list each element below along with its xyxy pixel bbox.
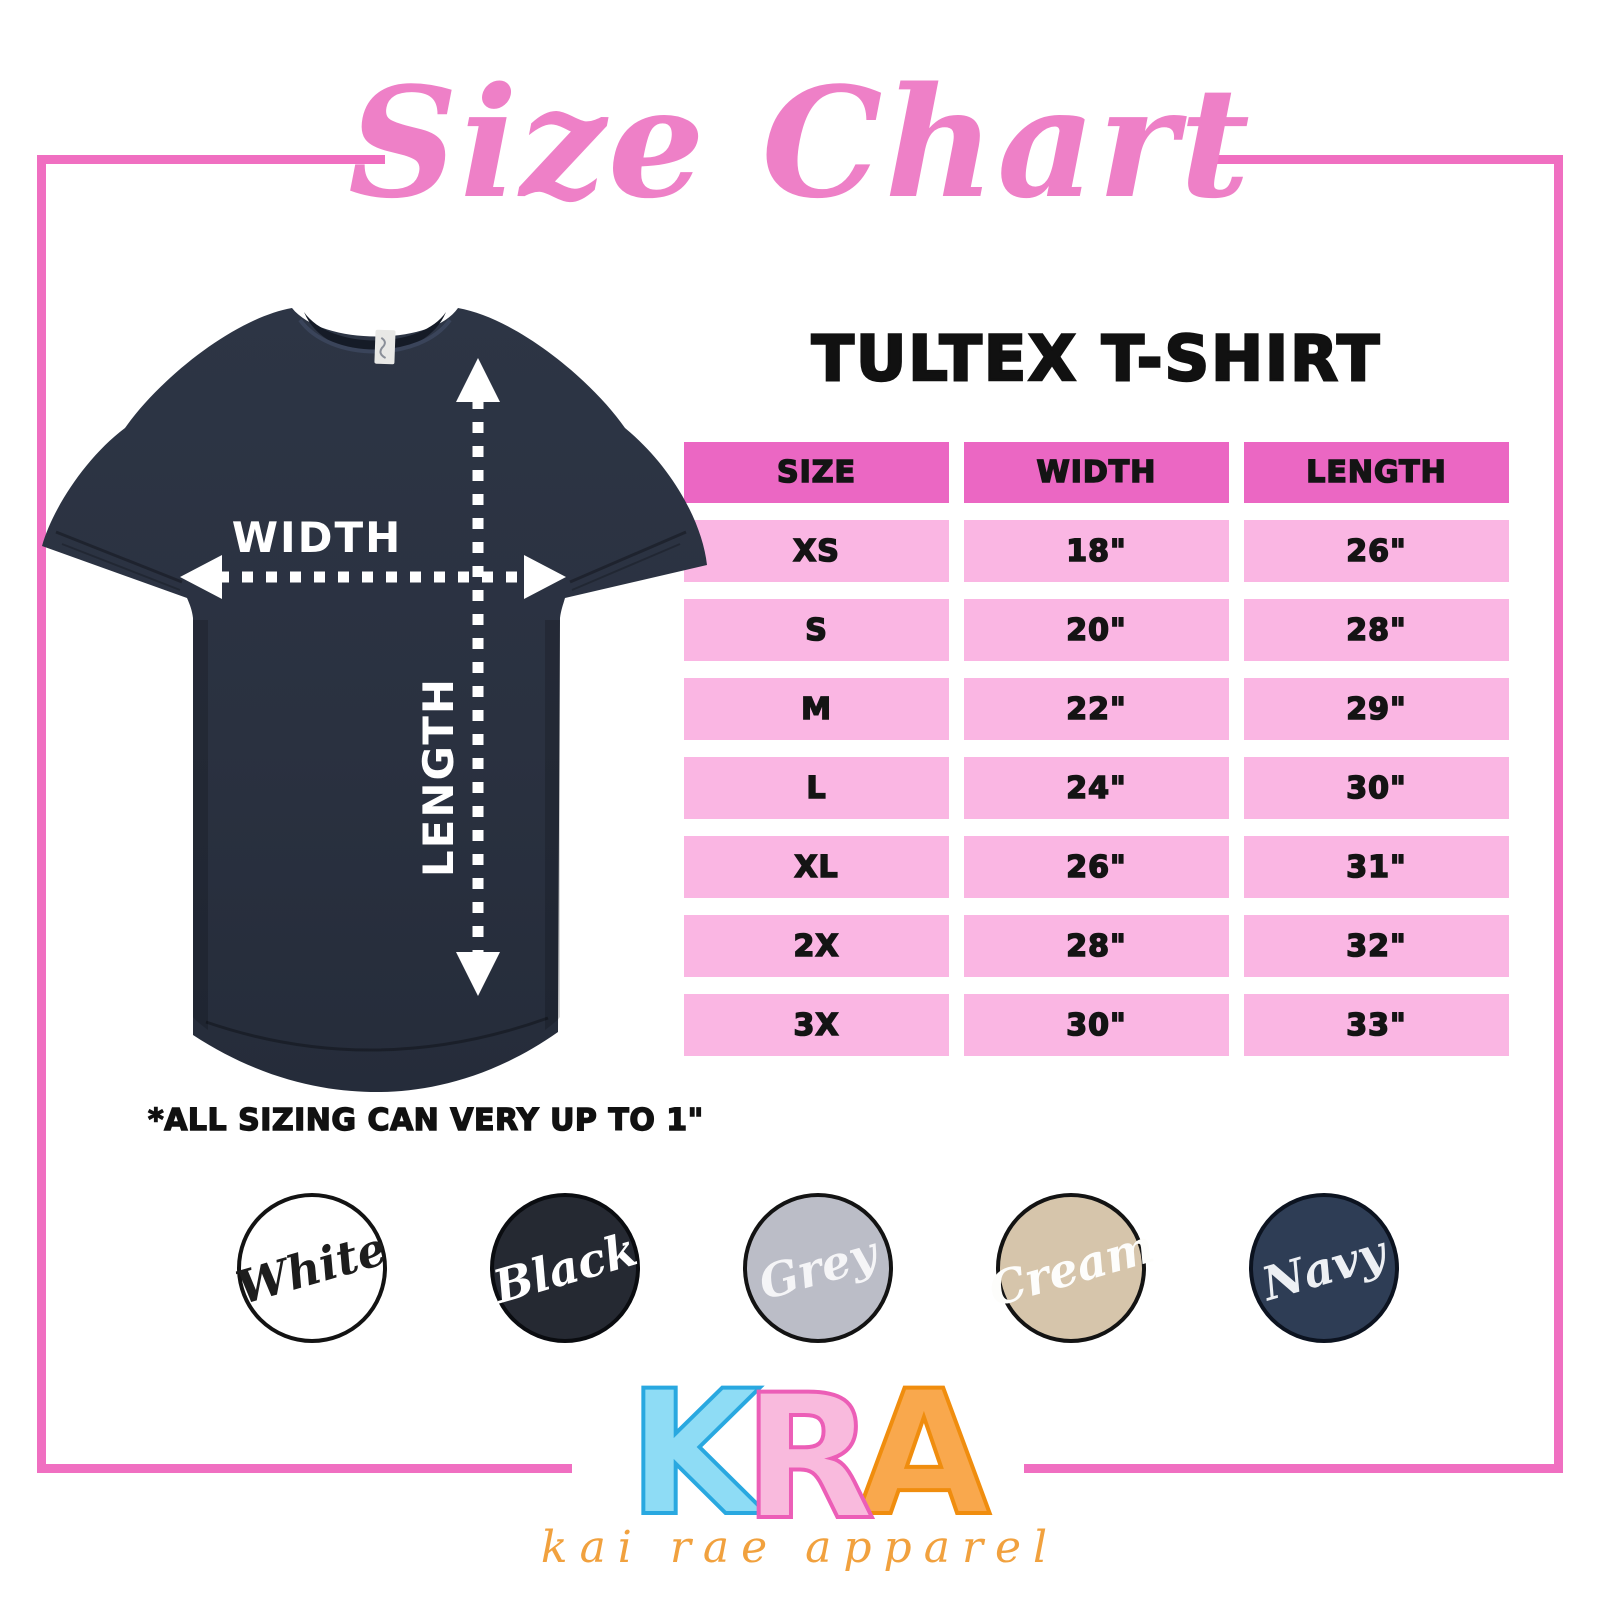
- table-cell: 32": [1244, 915, 1509, 977]
- table-cell: M: [684, 678, 949, 740]
- table-cell: 33": [1244, 994, 1509, 1056]
- table-cell: 2X: [684, 915, 949, 977]
- width-arrow-icon: [180, 555, 566, 599]
- collar-tag: [374, 329, 396, 365]
- sizing-note: *ALL SIZING CAN VERY UP TO 1": [147, 1102, 704, 1138]
- frame-gap-top: [385, 146, 1213, 174]
- page-title: Size Chart: [348, 53, 1252, 232]
- width-label: WIDTH: [232, 513, 403, 562]
- swatch-label: Black: [487, 1221, 643, 1315]
- column-header-width: WIDTH: [964, 442, 1229, 503]
- brand-tagline: kai rae apparel: [540, 1522, 1060, 1573]
- logo-letter-a: A: [855, 1353, 992, 1554]
- tshirt-measurement-diagram: WIDTH LENGTH: [30, 280, 710, 1100]
- table-cell: 30": [1244, 757, 1509, 819]
- table-cell: 3X: [684, 994, 949, 1056]
- table-cell: 22": [964, 678, 1229, 740]
- tshirt-body: [42, 308, 707, 1092]
- table-cell: 26": [964, 836, 1229, 898]
- table-cell: 20": [964, 599, 1229, 661]
- column-header-size: SIZE: [684, 442, 949, 503]
- table-cell: 18": [964, 520, 1229, 582]
- swatch-label: Grey: [753, 1225, 883, 1311]
- frame-gap-bottom: [572, 1462, 1024, 1490]
- size-table: SIZE WIDTH LENGTH XS 18" 26" S 20" 28" M…: [684, 442, 1509, 1056]
- color-swatch-white: White: [231, 1193, 393, 1343]
- product-heading: TULTEX T-SHIRT: [810, 321, 1382, 397]
- table-cell: 31": [1244, 836, 1509, 898]
- color-swatch-navy: Navy: [1249, 1193, 1399, 1343]
- table-cell: S: [684, 599, 949, 661]
- table-cell: 24": [964, 757, 1229, 819]
- brand-logo: KRA kai rae apparel: [0, 1353, 1600, 1574]
- swatch-label: Cream: [982, 1218, 1160, 1318]
- table-cell: 30": [964, 994, 1229, 1056]
- length-arrow-icon: [456, 358, 500, 996]
- color-swatch-black: Black: [487, 1193, 643, 1343]
- table-cell: 26": [1244, 520, 1509, 582]
- collar: [304, 312, 446, 353]
- swatch-label: Navy: [1256, 1224, 1392, 1312]
- table-cell: 28": [964, 915, 1229, 977]
- color-swatch-grey: Grey: [743, 1193, 893, 1343]
- table-cell: L: [684, 757, 949, 819]
- table-cell: XL: [684, 836, 949, 898]
- table-cell: XS: [684, 520, 949, 582]
- logo-letter-k: K: [626, 1353, 763, 1554]
- swatch-label: White: [230, 1220, 394, 1316]
- brand-logo-letters: KRA: [0, 1353, 1600, 1554]
- table-cell: 29": [1244, 678, 1509, 740]
- table-cell: 28": [1244, 599, 1509, 661]
- color-swatch-cream: Cream: [983, 1193, 1159, 1343]
- logo-letter-r: R: [741, 1357, 878, 1558]
- tshirt-image: WIDTH LENGTH: [42, 308, 707, 1092]
- length-label: LENGTH: [414, 677, 463, 877]
- column-header-length: LENGTH: [1244, 442, 1509, 503]
